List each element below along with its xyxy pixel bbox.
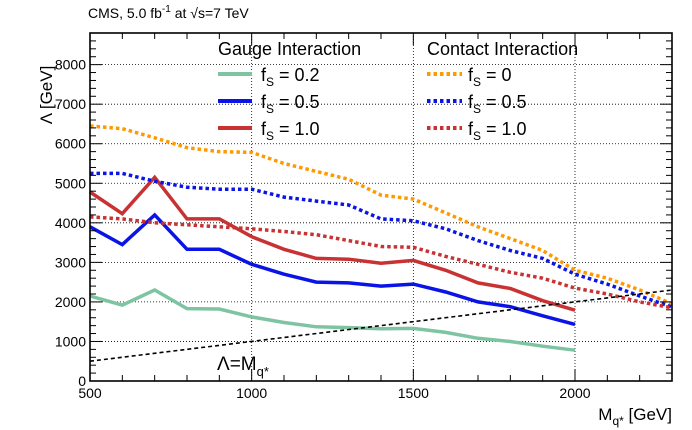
series-line-5 bbox=[89, 215, 673, 310]
legend: Gauge Interaction fS = 0.2 fS = 0.5 fS = 1.… bbox=[218, 39, 578, 143]
series-lines bbox=[89, 124, 673, 362]
y-tick-label: 8000 bbox=[55, 57, 86, 73]
y-axis-title: Λ [GeV] bbox=[37, 66, 56, 125]
annotation-lambda-equals-m: Λ=Mq* bbox=[217, 354, 269, 379]
legend-label: fS = 0 bbox=[468, 65, 512, 89]
y-tick-label: 6000 bbox=[55, 136, 86, 152]
series-line-1 bbox=[89, 212, 576, 327]
x-axis-title: Mq* [GeV] bbox=[598, 405, 672, 428]
legend-group-title: Gauge Interaction bbox=[218, 39, 361, 59]
legend-label: fS = 1.0 bbox=[468, 119, 527, 143]
series-line-3 bbox=[89, 124, 673, 306]
grid bbox=[90, 33, 672, 381]
y-tick-label: 5000 bbox=[55, 175, 86, 191]
y-tick-label: 0 bbox=[78, 373, 86, 389]
axis-ticks bbox=[89, 32, 673, 382]
y-tick-label: 2000 bbox=[55, 294, 86, 310]
series-line-6 bbox=[89, 289, 673, 362]
legend-group-title: Contact Interaction bbox=[427, 39, 578, 59]
legend-label: fS = 0.5 bbox=[468, 92, 527, 116]
series-line-2 bbox=[89, 174, 576, 312]
y-tick-label: 1000 bbox=[55, 333, 86, 349]
x-tick-label: 500 bbox=[78, 385, 102, 401]
y-tick-label: 3000 bbox=[55, 254, 86, 270]
tick-labels: 500 1000 1500 2000 0 1000 2000 3000 4000 5000 6000… bbox=[55, 57, 591, 401]
legend-label: fS = 0.5 bbox=[261, 92, 320, 116]
y-tick-label: 7000 bbox=[55, 96, 86, 112]
header-experiment: CMS, 5.0 fb-1 at √s=7 TeV bbox=[88, 4, 249, 21]
legend-label: fS = 0.2 bbox=[261, 65, 320, 89]
x-tick-label: 1000 bbox=[236, 385, 267, 401]
x-tick-label: 2000 bbox=[559, 385, 590, 401]
series-line-4 bbox=[90, 171, 673, 309]
series-line-0 bbox=[89, 288, 576, 352]
x-tick-label: 1500 bbox=[398, 385, 429, 401]
legend-label: fS = 1.0 bbox=[261, 119, 320, 143]
y-tick-label: 4000 bbox=[55, 215, 86, 231]
